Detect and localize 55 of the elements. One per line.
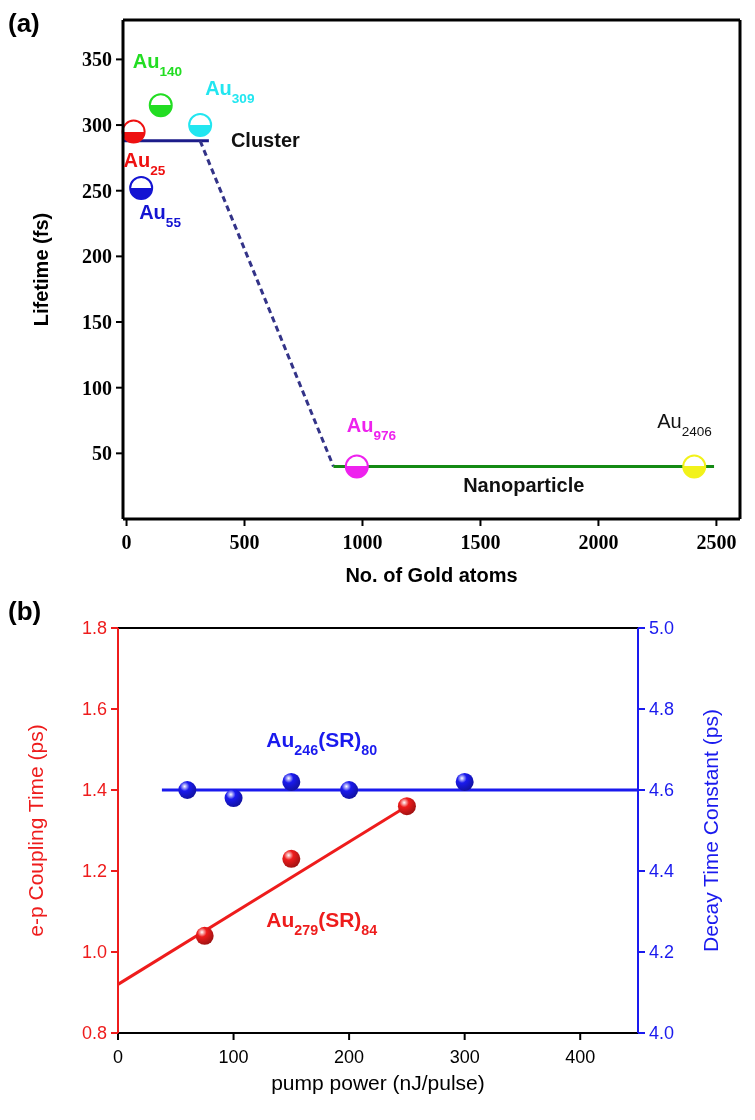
y2-tick-label: 4.4 xyxy=(649,861,675,882)
point xyxy=(129,176,154,201)
y-tick-label: 0.8 xyxy=(81,1023,107,1044)
y2-tick-label: 5.0 xyxy=(649,618,675,639)
y-tick-label: 1.0 xyxy=(81,942,107,963)
y-tick-label: 150 xyxy=(82,311,112,334)
series-label: Nanoparticle xyxy=(463,474,585,497)
x-tick-label: 100 xyxy=(218,1047,249,1067)
y-tick-label: 50 xyxy=(92,442,112,465)
y2-tick-label: 4.6 xyxy=(649,780,675,801)
series-label: Au$_{976}$ xyxy=(346,414,397,443)
x-tick-label: 2000 xyxy=(578,531,619,553)
series-label: Cluster xyxy=(230,128,301,151)
y-tick-label: 100 xyxy=(82,376,112,399)
chart-title: (a) xyxy=(8,8,40,38)
x-tick-label: 200 xyxy=(334,1047,365,1067)
x-tick-label: 1000 xyxy=(342,531,383,553)
x-tick-label: 500 xyxy=(229,531,260,553)
y-axis-title: Lifetime (fs) xyxy=(30,212,52,327)
y-tick-label: 200 xyxy=(82,245,112,268)
point xyxy=(188,113,213,138)
series-label: Au$_{55}$ xyxy=(139,201,182,230)
point xyxy=(195,926,214,945)
x-tick-label: 400 xyxy=(565,1047,596,1067)
series-label: Au$_{25}$ xyxy=(123,148,166,178)
y-tick-label: 250 xyxy=(82,179,112,202)
point xyxy=(148,93,173,118)
text: Au$_{279}$(SR)$_{84}$ xyxy=(266,907,378,938)
y-axis-title: e-p Coupling Time (ps) xyxy=(24,724,47,937)
x-tick-label: 1500 xyxy=(460,531,501,553)
series-label: Au$_{140}$ xyxy=(132,50,183,79)
y-tick-label: 1.6 xyxy=(81,699,107,720)
x-axis-title: No. of Gold atoms xyxy=(345,564,518,586)
x-axis-title: pump power (nJ/pulse) xyxy=(271,1071,485,1094)
y2-tick-label: 4.0 xyxy=(649,1023,675,1044)
series-label: Au$_{2406}$ xyxy=(657,410,712,439)
x-tick-label: 0 xyxy=(121,531,132,553)
point xyxy=(397,797,416,816)
y-tick-label: 350 xyxy=(82,48,112,71)
point xyxy=(682,454,707,479)
y-tick-label: 1.2 xyxy=(81,861,107,882)
point xyxy=(344,454,369,479)
y-tick-label: 1.4 xyxy=(81,780,107,801)
x-tick-label: 0 xyxy=(112,1047,124,1067)
y2-axis-title: Decay Time Constant (ps) xyxy=(699,709,722,952)
x-tick-label: 2500 xyxy=(696,531,737,553)
series-label: Au$_{309}$ xyxy=(205,77,255,106)
series-label: Au$_{246}$(SR)$_{80}$ xyxy=(266,727,378,758)
x-tick-label: 300 xyxy=(449,1047,480,1067)
y2-tick-label: 4.2 xyxy=(649,942,675,963)
y-tick-label: 1.8 xyxy=(81,618,107,639)
y-tick-label: 300 xyxy=(82,114,112,137)
point xyxy=(282,849,301,868)
y2-tick-label: 4.8 xyxy=(649,699,675,720)
chart-title: (b) xyxy=(8,596,42,626)
